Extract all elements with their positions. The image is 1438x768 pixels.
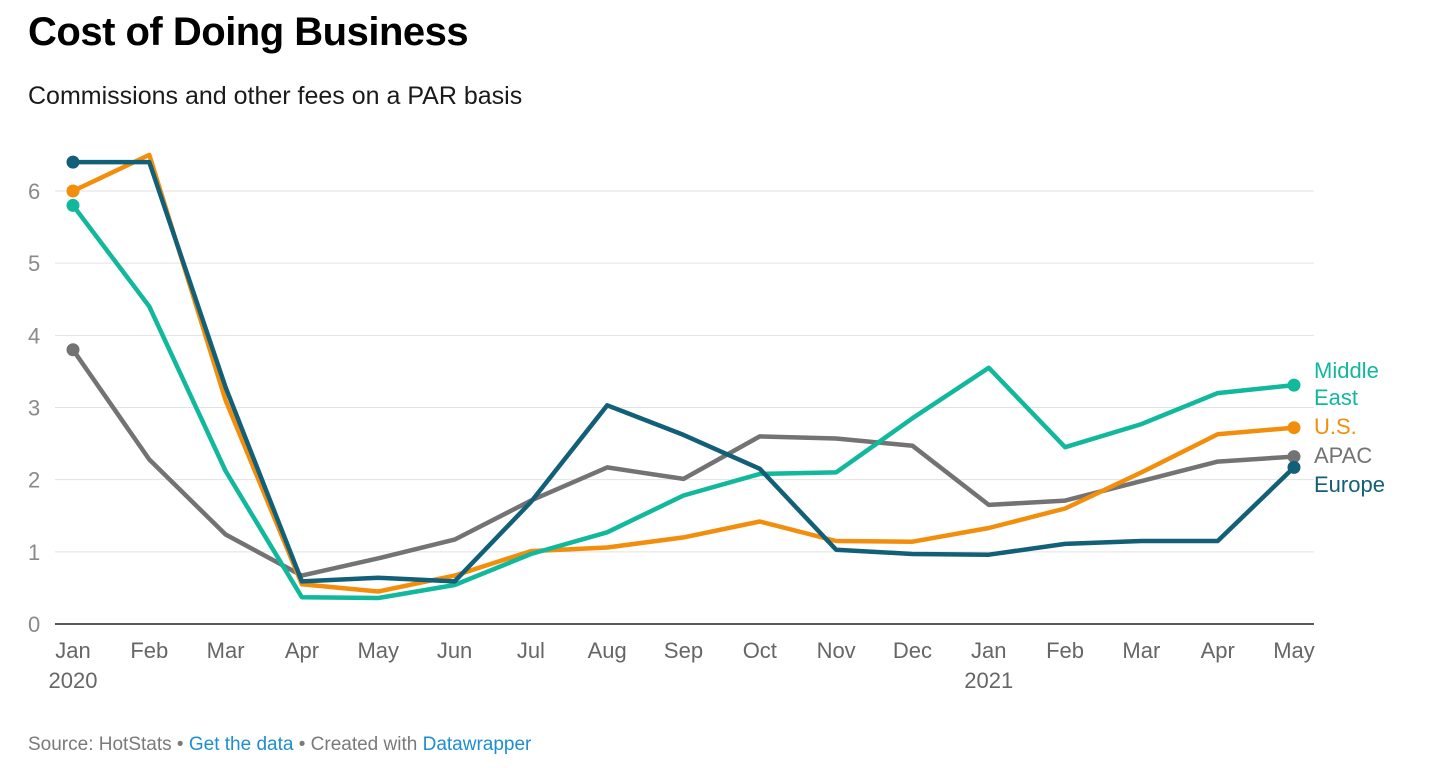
line-chart: 0 1 2 3 4 5 6 Jan 2020 Feb Mar Apr May Jun Jul Aug Sep O… (28, 152, 1385, 693)
series-europe (66, 155, 1301, 584)
series-u-s (66, 152, 1301, 594)
y-tick-label: 0 (28, 612, 40, 637)
chart-subtitle: Commissions and other fees on a PAR basi… (28, 82, 523, 110)
x-tick-label: Feb (1046, 638, 1084, 663)
y-tick-label: 6 (28, 179, 40, 204)
x-tick-label: Mar (207, 638, 245, 663)
x-tick-label: Mar (1122, 638, 1160, 663)
series-label: U.S. (1314, 414, 1357, 439)
series-end-point (1287, 421, 1301, 435)
y-axis-ticks: 0 1 2 3 4 5 6 (28, 179, 40, 637)
series-line (70, 159, 1297, 584)
datawrapper-link[interactable]: Datawrapper (422, 734, 532, 755)
series-label: Europe (1314, 472, 1385, 497)
created-with-text: Created with (310, 734, 418, 755)
chart-footer: Source: HotStats • Get the data • Create… (28, 734, 531, 756)
y-tick-label: 3 (28, 395, 40, 420)
gridlines (55, 190, 1314, 625)
series-middle-east (66, 198, 1301, 601)
x-axis-ticks: Jan 2020 Feb Mar Apr May Jun Jul Aug Sep Oct Nov Dec… (49, 638, 1315, 693)
x-tick-label: May (1273, 638, 1315, 663)
x-tick-label: Dec (893, 638, 932, 663)
series-start-point (66, 155, 80, 169)
series-label: East (1314, 385, 1358, 410)
x-tick-year-label: 2021 (964, 668, 1013, 693)
y-tick-label: 2 (28, 468, 40, 493)
series-label: Middle (1314, 358, 1379, 383)
y-tick-label: 1 (28, 540, 40, 565)
y-tick-label: 5 (28, 251, 40, 276)
series-line (70, 203, 1297, 601)
chart-title: Cost of Doing Business (28, 10, 469, 54)
series-start-point (66, 198, 80, 212)
x-tick-label: Oct (743, 638, 777, 663)
x-tick-label: Nov (817, 638, 856, 663)
x-tick-label: May (357, 638, 399, 663)
x-tick-label: Jul (517, 638, 545, 663)
get-the-data-link[interactable]: Get the data (188, 734, 294, 755)
footer-separator: • (298, 734, 306, 755)
x-tick-label: Apr (285, 638, 319, 663)
series-start-point (66, 343, 80, 357)
x-tick-label: Jan (55, 638, 90, 663)
x-tick-label: Feb (130, 638, 168, 663)
x-tick-label: Sep (664, 638, 703, 663)
series-end-point (1287, 378, 1301, 392)
footer-separator: • (176, 734, 184, 755)
series-start-point (66, 184, 80, 198)
x-tick-label: Aug (588, 638, 627, 663)
series-lines (66, 152, 1301, 601)
x-tick-label: Apr (1201, 638, 1235, 663)
series-line (70, 152, 1297, 594)
y-tick-label: 4 (28, 323, 40, 348)
x-tick-label: Jan (971, 638, 1006, 663)
x-tick-label: Jun (437, 638, 472, 663)
series-label: APAC (1314, 443, 1372, 468)
series-end-point (1287, 460, 1301, 474)
series-end-point (1287, 450, 1301, 464)
source-text: Source: HotStats (28, 734, 172, 755)
x-tick-year-label: 2020 (49, 668, 98, 693)
